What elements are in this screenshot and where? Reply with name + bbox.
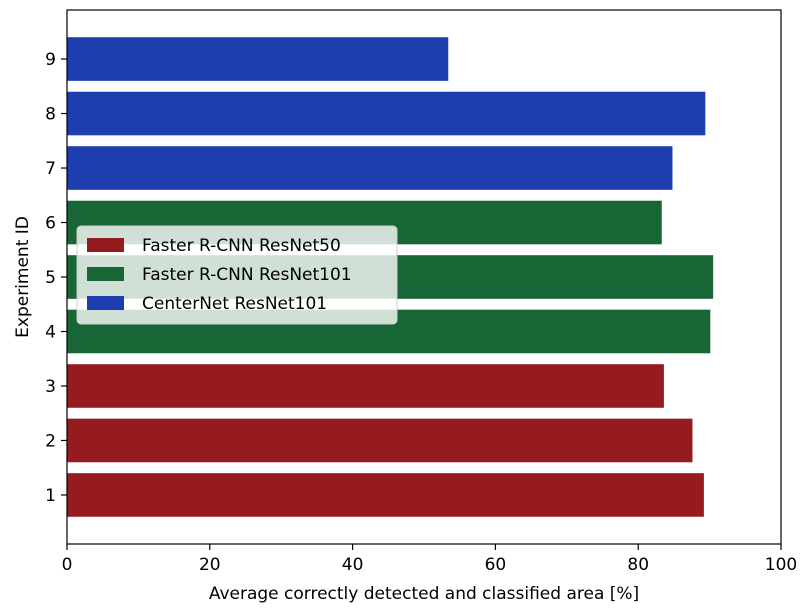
bar-experiment-1 (67, 473, 704, 517)
legend-label: Faster R-CNN ResNet50 (142, 236, 341, 256)
y-tick-label: 6 (45, 214, 56, 234)
legend-label: CenterNet ResNet101 (142, 294, 327, 314)
bar-experiment-7 (67, 146, 673, 190)
y-tick-label: 2 (45, 431, 56, 451)
legend-swatch (87, 238, 124, 252)
y-tick-label: 1 (45, 486, 56, 506)
y-tick-label: 5 (45, 268, 56, 288)
x-tick-label: 0 (62, 555, 73, 575)
y-axis-title: Experiment ID (13, 216, 33, 338)
x-axis: 0 20 40 60 80 100 (62, 544, 797, 575)
bar-experiment-2 (67, 418, 693, 463)
legend-swatch (87, 267, 124, 281)
bar-experiment-3 (67, 364, 664, 408)
x-tick-label: 60 (485, 555, 507, 575)
y-tick-label: 9 (45, 50, 56, 70)
bar-experiment-9 (67, 37, 449, 81)
bar-experiment-8 (67, 91, 706, 136)
y-tick-label: 3 (45, 377, 56, 397)
legend-swatch (87, 296, 124, 310)
legend-box (76, 225, 398, 325)
x-axis-title: Average correctly detected and classifie… (209, 584, 639, 604)
x-tick-label: 20 (199, 555, 221, 575)
legend-label: Faster R-CNN ResNet101 (142, 265, 352, 285)
legend: Faster R-CNN ResNet50 Faster R-CNN ResNet… (76, 225, 398, 325)
y-tick-label: 7 (45, 159, 56, 179)
y-tick-label: 8 (45, 105, 56, 125)
x-tick-label: 80 (627, 555, 649, 575)
x-tick-label: 100 (765, 555, 797, 575)
x-tick-label: 40 (342, 555, 364, 575)
y-axis: 1 2 3 4 5 6 7 8 9 (45, 50, 67, 506)
y-tick-label: 4 (45, 322, 56, 342)
